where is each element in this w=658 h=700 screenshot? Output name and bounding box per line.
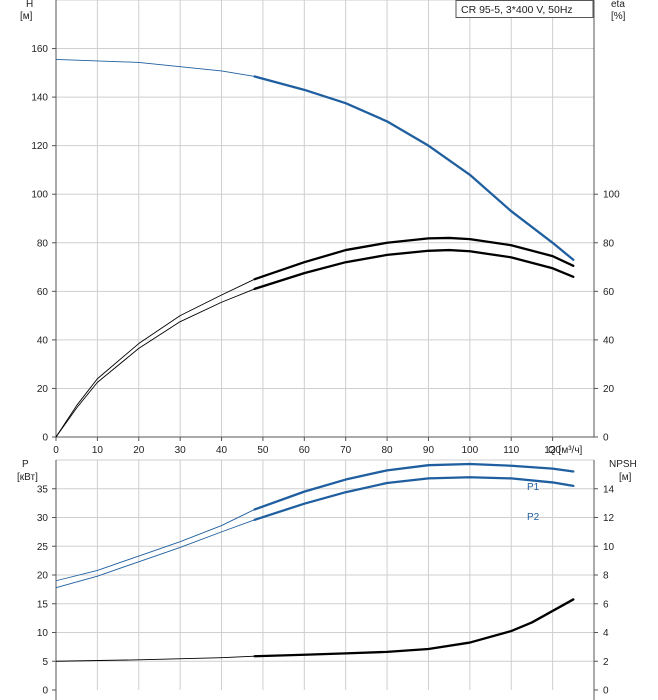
x-tick-label: 70 — [340, 445, 352, 456]
series-eta1-line-thin — [55, 278, 255, 438]
right-tick-label: 10 — [603, 542, 615, 553]
right-tick-label: 100 — [603, 190, 620, 201]
series-npsh-line-bold — [253, 598, 575, 658]
left-tick-label: 20 — [37, 571, 49, 582]
left-tick-label: 80 — [37, 238, 49, 249]
x-tick-label: 50 — [257, 445, 269, 456]
series-label-p2: P2 — [527, 512, 540, 523]
head-efficiency-plot: 0 20 40 60 80 100 120 140 160 0 20 40 60 80 100 0 10 20… — [20, 0, 626, 456]
x-tick-label: 30 — [175, 445, 187, 456]
series-eta1-line-bold — [253, 236, 575, 281]
right-tick-label: 40 — [603, 335, 615, 346]
left-tick-label: 160 — [31, 44, 48, 55]
x-tick-label: 80 — [382, 445, 394, 456]
top-left-axis-label: H — [26, 0, 33, 10]
left-tick-label: 15 — [37, 599, 49, 610]
x-tick-label: 10 — [92, 445, 104, 456]
bottom-left-axis-unit: [кВт] — [17, 472, 38, 483]
series-p2-line-bold — [253, 476, 575, 521]
top-grid — [56, 0, 594, 437]
x-tick-label: 20 — [133, 445, 145, 456]
left-tick-label: 35 — [37, 484, 49, 495]
series-eta2-line-bold — [253, 248, 575, 291]
left-tick-label: 120 — [31, 141, 48, 152]
left-tick-label: 60 — [37, 287, 49, 298]
left-tick-label: 40 — [37, 335, 49, 346]
right-tick-label: 14 — [603, 484, 615, 495]
series-p1-line-thin — [55, 509, 255, 582]
series-npsh-line-thin — [55, 655, 255, 662]
series-p2-line-thin — [55, 519, 255, 589]
left-tick-label: 100 — [31, 190, 48, 201]
top-x-ticks: 0 10 20 30 40 50 60 70 80 90 100 110 120 — [53, 437, 561, 456]
x-tick-label: 90 — [423, 445, 435, 456]
x-tick-label: 100 — [462, 445, 479, 456]
right-tick-label: 0 — [603, 433, 609, 444]
top-right-axis-label: eta — [611, 0, 625, 10]
bottom-right-ticks: 0 2 4 6 8 10 12 14 — [594, 484, 615, 697]
bottom-right-axis-unit: [м] — [619, 472, 632, 483]
x-tick-label: 120 — [544, 445, 561, 456]
left-tick-label: 25 — [37, 542, 49, 553]
series-p1-line-bold — [253, 462, 575, 511]
left-tick-label: 20 — [37, 384, 49, 395]
left-tick-label: 10 — [37, 628, 49, 639]
top-right-axis-unit: [%] — [611, 11, 626, 22]
bottom-left-axis-label: P — [22, 459, 29, 470]
bottom-series — [55, 462, 575, 662]
right-tick-label: 4 — [603, 628, 609, 639]
series-h-line-bold — [253, 75, 575, 261]
x-tick-label: 110 — [503, 445, 519, 456]
right-tick-label: 8 — [603, 571, 609, 582]
chart-title: CR 95-5, 3*400 V, 50Hz — [461, 4, 573, 16]
right-tick-label: 20 — [603, 384, 615, 395]
chart-title-box — [455, 0, 594, 18]
x-tick-label: 0 — [53, 445, 59, 456]
right-tick-label: 60 — [603, 287, 615, 298]
left-tick-label: 5 — [42, 657, 48, 668]
right-tick-label: 2 — [603, 657, 609, 668]
left-tick-label: 30 — [37, 513, 49, 524]
right-tick-label: 80 — [603, 238, 615, 249]
left-tick-label: 140 — [31, 93, 48, 104]
series-h-line-thin — [55, 59, 255, 77]
x-tick-label: 60 — [299, 445, 311, 456]
top-left-axis-unit: [м] — [20, 11, 33, 22]
bottom-right-axis-label: NPSH — [609, 459, 637, 470]
series-eta2-line-thin — [55, 288, 255, 438]
series-label-p1: P1 — [527, 482, 540, 493]
top-series — [55, 59, 575, 438]
right-tick-label: 6 — [603, 599, 609, 610]
x-tick-label: 40 — [216, 445, 228, 456]
left-tick-label: 0 — [42, 686, 48, 697]
bottom-left-ticks: 0 5 10 15 20 25 30 35 — [37, 484, 56, 697]
top-right-ticks: 0 20 40 60 80 100 — [594, 190, 620, 444]
left-tick-label: 0 — [42, 433, 48, 444]
right-tick-label: 0 — [603, 686, 609, 697]
right-tick-label: 12 — [603, 513, 615, 524]
top-left-ticks: 0 20 40 60 80 100 120 140 160 — [31, 44, 56, 444]
x-axis-label: Q [м³/ч] — [548, 445, 583, 456]
